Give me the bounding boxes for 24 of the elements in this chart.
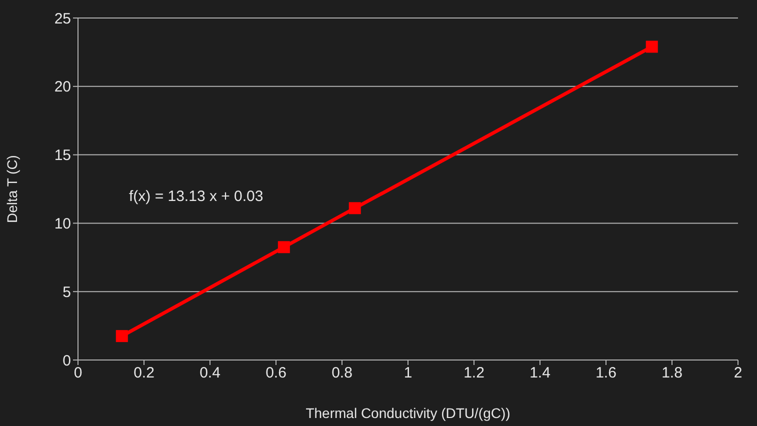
- x-tick-label: 1.4: [530, 364, 550, 382]
- x-tick-label: 0.4: [200, 364, 220, 382]
- point: [348, 202, 361, 214]
- y-tick-label: 0: [62, 352, 71, 370]
- x-tick-label: 1.6: [596, 364, 616, 382]
- point: [646, 40, 658, 53]
- point: [116, 330, 128, 342]
- point: [278, 241, 290, 254]
- x-tick-label: 0.2: [134, 364, 154, 382]
- y-tick-label: 5: [62, 284, 71, 301]
- x-tick-label: 2: [734, 364, 742, 382]
- x-tick-label: 1.8: [662, 364, 682, 382]
- y-tick-label: 25: [54, 10, 71, 28]
- x-tick-label: 1.2: [464, 364, 484, 382]
- y-axis-title: Delta T (C): [4, 155, 20, 223]
- y-tick-label: 15: [54, 147, 71, 164]
- x-tick-label: 0.6: [266, 364, 286, 382]
- x-axis-title: Thermal Conductivity (DTU/(gC)): [306, 405, 510, 421]
- x-tick-label: 0.8: [332, 364, 352, 382]
- y-tick-label: 10: [54, 216, 71, 233]
- x-tick-label: 1: [404, 364, 412, 382]
- y-tick-label: 20: [54, 78, 71, 96]
- x-tick-label: 0: [74, 364, 82, 382]
- annotation: f(x) = 13.13 x + 0.03: [129, 188, 264, 205]
